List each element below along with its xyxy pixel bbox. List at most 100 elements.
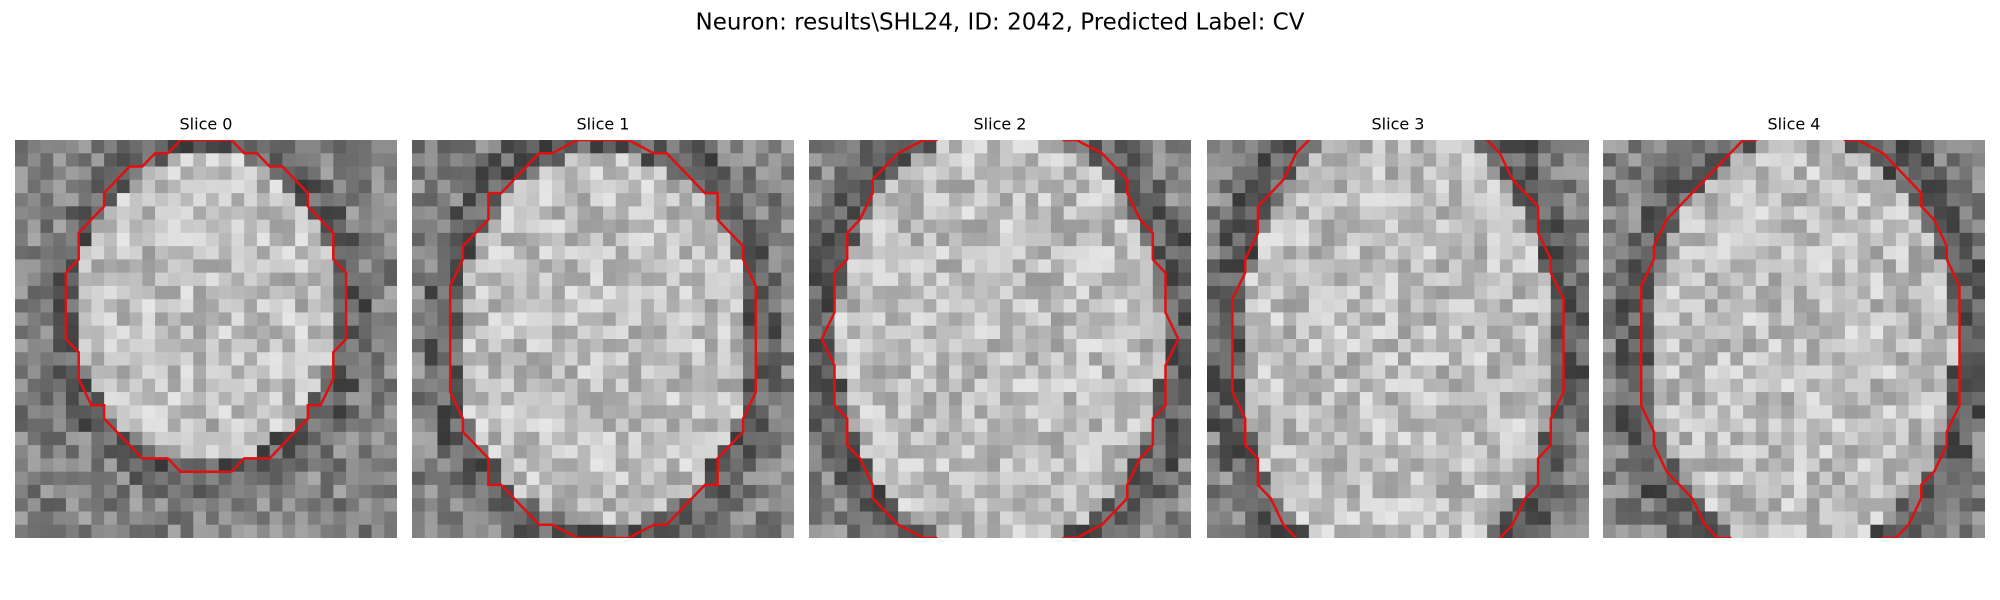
pixel [539,299,553,314]
pixel [40,392,54,406]
pixel [142,219,156,234]
pixel [1819,484,1833,499]
pixel [1321,458,1335,473]
pixel [1781,140,1795,154]
pixel [193,259,207,274]
pixel [781,471,794,486]
pixel [1334,471,1348,486]
pixel [1628,219,1642,234]
pixel [1207,246,1221,260]
pixel [1550,498,1565,513]
pixel [859,405,874,420]
pixel [1704,299,1719,314]
pixel [1538,365,1552,380]
pixel [717,193,731,207]
pixel [590,378,604,393]
pixel [244,219,258,234]
pixel [974,339,988,353]
pixel [1768,405,1782,420]
pixel [1410,153,1425,168]
pixel [206,418,220,433]
pixel [885,246,899,260]
pixel [1487,471,1501,486]
pixel [78,365,92,380]
pixel [475,352,489,367]
pixel [1089,166,1103,181]
pixel [1474,140,1488,154]
pixel [1283,193,1297,207]
pixel [1666,405,1680,420]
pixel [1615,325,1630,340]
pixel [129,246,143,260]
pixel [1692,339,1706,353]
pixel [501,405,515,420]
pixel [872,431,886,446]
pixel [1692,325,1706,340]
pixel [603,405,617,420]
pixel [1730,193,1744,207]
pixel [768,299,782,314]
pixel [180,405,194,420]
pixel [1101,418,1116,433]
pixel [1152,232,1167,247]
pixel [577,471,591,486]
pixel [768,445,782,459]
pixel [1152,153,1167,168]
pixel [1946,246,1961,260]
pixel [307,312,322,327]
pixel [475,166,489,181]
pixel [885,179,899,194]
pixel [1152,272,1167,287]
pixel [15,259,29,274]
pixel [679,140,693,154]
pixel [269,498,283,513]
pixel [1499,365,1514,380]
pixel [1512,140,1526,154]
pixel [1410,365,1425,380]
pixel [564,246,579,260]
pixel [462,153,477,168]
pixel [333,206,347,221]
pixel [1347,153,1361,168]
pixel [1832,285,1846,300]
pixel [27,378,42,393]
pixel [936,511,950,526]
pixel [987,312,1001,327]
pixel [821,166,836,181]
pixel [155,312,169,327]
pixel [231,193,245,207]
pixel [1178,140,1191,154]
pixel [193,471,207,486]
pixel [768,405,782,420]
pixel [1474,259,1488,274]
pixel [1050,206,1065,221]
pixel [1101,193,1116,207]
pixel [641,272,655,287]
pixel [1512,206,1526,221]
pixel [91,272,105,287]
pixel [1398,418,1412,433]
pixel [679,206,693,221]
pixel [1050,193,1065,207]
pixel [1448,445,1463,459]
pixel [1000,458,1014,473]
pixel [809,418,823,433]
pixel [1717,219,1731,234]
pixel [898,232,912,247]
pixel [1603,378,1617,393]
pixel [462,524,477,538]
pixel [564,140,579,154]
pixel [1334,325,1348,340]
pixel [1448,219,1463,234]
pixel [142,232,156,247]
pixel [1603,511,1617,526]
pixel [1576,418,1589,433]
pixel [450,511,464,526]
pixel [1219,179,1234,194]
pixel [743,405,757,420]
pixel [53,285,67,300]
pixel [78,524,92,538]
pixel [692,418,706,433]
pixel [1487,285,1501,300]
pixel [1857,365,1871,380]
